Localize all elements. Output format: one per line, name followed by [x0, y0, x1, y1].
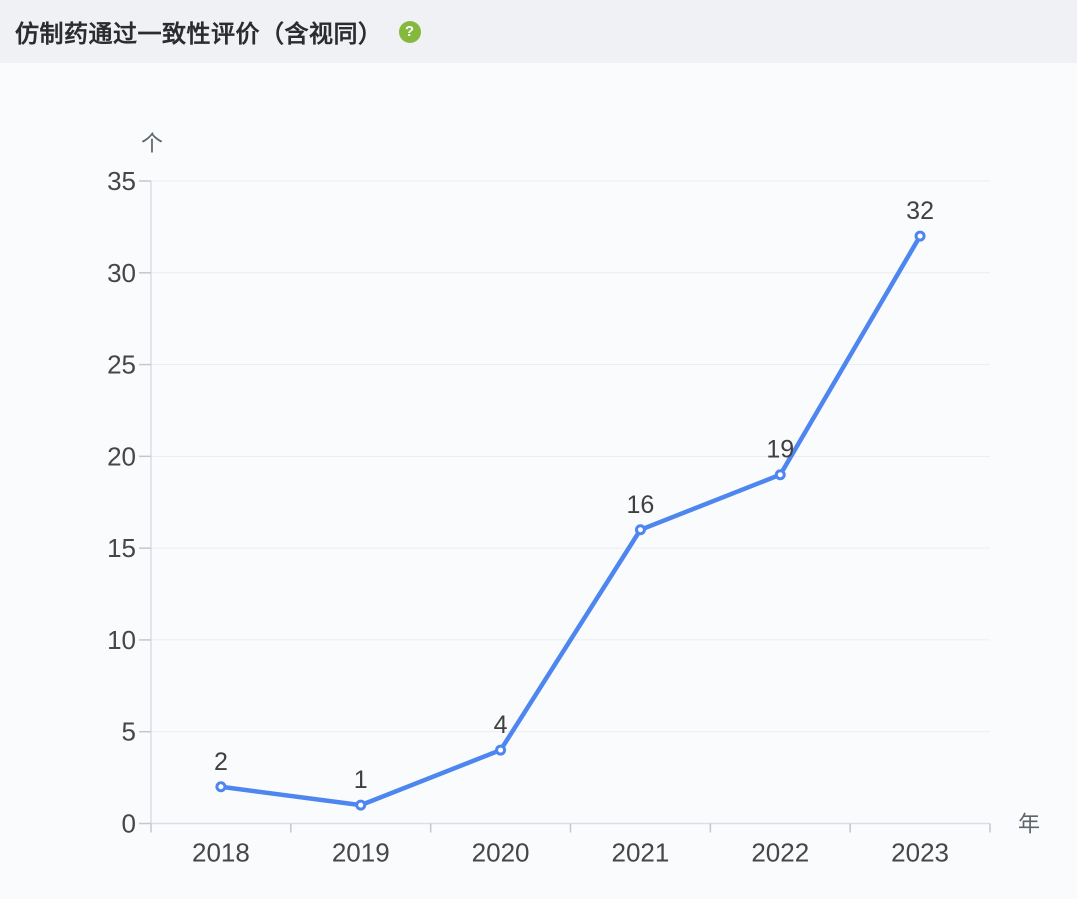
x-tick-label: 2019 — [332, 838, 390, 868]
x-tick-label: 2018 — [192, 838, 250, 868]
y-tick-label: 15 — [107, 533, 136, 563]
data-point[interactable] — [634, 524, 646, 536]
x-tick-label: 2021 — [611, 838, 669, 868]
data-point-label: 4 — [494, 711, 508, 739]
y-tick-label: 35 — [107, 166, 136, 196]
x-tick-label: 2022 — [751, 838, 809, 868]
x-axis-unit-label: 年 — [1018, 812, 1040, 837]
help-glyph: ? — [404, 23, 415, 40]
data-point-label: 1 — [354, 766, 368, 794]
data-point[interactable] — [355, 799, 367, 811]
y-tick-label: 20 — [107, 441, 136, 471]
data-point[interactable] — [215, 781, 227, 793]
data-point[interactable] — [495, 744, 507, 756]
y-axis-unit-label: 个 — [141, 131, 163, 156]
data-point[interactable] — [914, 230, 926, 242]
chart-header: 仿制药通过一致性评价（含视同） ? — [0, 0, 1077, 63]
data-point-label: 19 — [766, 436, 794, 464]
y-tick-label: 10 — [107, 625, 136, 655]
help-icon[interactable]: ? — [398, 20, 421, 43]
chart-title: 仿制药通过一致性评价（含视同） — [15, 21, 383, 48]
data-point[interactable] — [774, 469, 786, 481]
y-tick-label: 0 — [122, 809, 136, 839]
x-tick-label: 2020 — [472, 838, 530, 868]
y-tick-label: 25 — [107, 350, 136, 380]
data-point-label: 32 — [906, 197, 934, 225]
line-chart[interactable]: 0 5 10 15 20 25 30 35 2018 2019 2020 2021 2022 2023 个年… — [0, 63, 1077, 899]
y-tick-label: 5 — [122, 717, 136, 747]
data-line[interactable] — [218, 233, 923, 808]
chart-area: 0 5 10 15 20 25 30 35 2018 2019 2020 2021 2022 2023 个年… — [0, 63, 1077, 899]
y-tick-label: 30 — [107, 258, 136, 288]
data-point-label: 2 — [214, 748, 228, 776]
data-point-label: 16 — [627, 491, 655, 519]
x-tick-label: 2023 — [891, 838, 949, 868]
